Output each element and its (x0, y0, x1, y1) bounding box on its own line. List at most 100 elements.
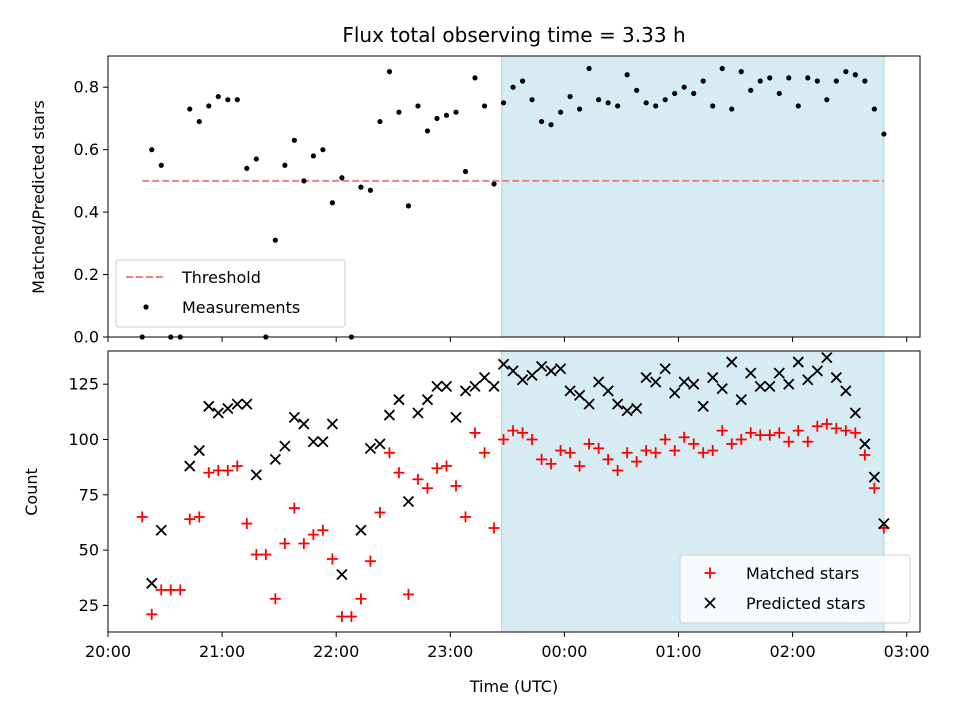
bottom-x-tick-label: 03:00 (884, 642, 930, 661)
predicted-star-point-b (393, 394, 405, 406)
predicted-star-point-b (678, 376, 690, 388)
top-y-tick-label: 0.4 (74, 203, 99, 222)
measurement-point (158, 162, 164, 168)
predicted-star-point (469, 380, 481, 393)
bottom-legend (679, 554, 911, 624)
predicted-star-point-b (688, 378, 700, 390)
matched-star-point (821, 418, 833, 430)
measurement-point (538, 118, 545, 125)
predicted-star-point-b (592, 376, 605, 388)
predicted-star-point (868, 471, 880, 483)
measurement-point (615, 103, 621, 109)
predicted-star-point-b (849, 407, 861, 419)
predicted-star-point-b (155, 524, 167, 536)
predicted-star-point (792, 356, 804, 368)
measurement-point (377, 118, 383, 125)
measurement-point (301, 178, 307, 184)
matched-star-point (773, 427, 785, 439)
predicted-star-point (402, 495, 415, 508)
predicted-star-point-b (488, 380, 500, 393)
predicted-star-point (241, 398, 253, 410)
measurement-point (871, 106, 877, 112)
predicted-star-point (697, 400, 709, 412)
matched-star-point (431, 462, 443, 474)
predicted-star-point (849, 407, 861, 419)
measurement-point (253, 156, 259, 162)
legend-predicted-swatch (704, 597, 716, 609)
matched-star-point (678, 431, 690, 443)
matched-star-point (830, 422, 842, 434)
matched-star-point (212, 464, 224, 476)
bottom-y-tick-label: 75 (79, 485, 99, 504)
matched-star-point (659, 434, 671, 446)
predicted-star-point (250, 469, 262, 481)
matched-star-point (811, 420, 823, 432)
bottom-y-tick-label: 100 (68, 430, 99, 449)
predicted-star-point-b (212, 407, 224, 419)
measurement-point (386, 69, 393, 75)
predicted-star-point-b (507, 365, 519, 377)
predicted-star-point-b (545, 365, 557, 377)
matched-star-point (317, 524, 329, 536)
matched-star-point (231, 460, 243, 472)
predicted-star-point (802, 374, 814, 386)
matched-star-point (298, 537, 310, 549)
predicted-star-point-b (326, 418, 339, 430)
predicted-star-point-b (754, 380, 766, 393)
predicted-star-point-b (450, 411, 462, 424)
bottom-axes-frame (107, 350, 921, 633)
matched-star-point (241, 518, 253, 530)
measurement-point (710, 103, 716, 109)
matched-star-point (421, 482, 433, 494)
legend-predicted-label: Predicted stars (746, 594, 866, 613)
predicted-star-point (279, 440, 291, 452)
predicted-star-point (478, 371, 491, 384)
predicted-star-point-b (726, 356, 738, 368)
predicted-star-point (393, 394, 405, 406)
predicted-star-point (317, 436, 329, 448)
matched-star-point (593, 442, 605, 454)
predicted-star-point-b (697, 400, 709, 412)
matched-star-point (792, 425, 804, 437)
top-y-axis-label: Matched/Predicted stars (29, 100, 48, 294)
predicted-star-point-b (840, 385, 852, 397)
bottom-y-axis-label: Count (22, 468, 41, 516)
predicted-star-point (526, 369, 538, 381)
predicted-star-point (431, 380, 443, 393)
measurement-point (634, 87, 640, 93)
matched-star-point (440, 460, 452, 472)
measurement-point (814, 78, 820, 84)
predicted-star-point-b (735, 394, 747, 406)
matched-star-point (136, 511, 148, 523)
predicted-star-point-b (364, 442, 377, 454)
top-y-tick-label: 0.2 (74, 265, 99, 284)
predicted-star-point-b (745, 367, 757, 379)
measurement-point (329, 200, 335, 206)
predicted-star-point (840, 385, 852, 397)
top-y-tick-label: 0.8 (74, 78, 99, 97)
predicted-star-point (659, 363, 671, 375)
matched-star-point (707, 445, 719, 457)
matched-star-point (383, 447, 395, 459)
predicted-star-point-b (612, 398, 624, 410)
bottom-y-tick-label: 125 (68, 375, 99, 394)
predicted-star-point (726, 356, 738, 368)
predicted-star-point (612, 398, 624, 410)
predicted-star-point (440, 380, 453, 393)
measurement-point (424, 128, 431, 134)
predicted-star-point (783, 378, 795, 390)
predicted-star-point-b (859, 438, 871, 450)
predicted-star-point (650, 376, 662, 388)
measurement-point (586, 65, 592, 72)
matched-star-point (564, 447, 576, 459)
matched-star-point (355, 593, 367, 605)
measurement-point (415, 103, 421, 109)
matched-star-point (783, 436, 795, 448)
measurement-point (462, 168, 469, 175)
predicted-star-point-b (773, 367, 785, 379)
predicted-star-point (288, 411, 300, 424)
predicted-star-point (811, 365, 823, 377)
predicted-star-point-b (440, 380, 453, 393)
predicted-star-point-b (307, 436, 320, 448)
matched-star-point (250, 549, 262, 561)
